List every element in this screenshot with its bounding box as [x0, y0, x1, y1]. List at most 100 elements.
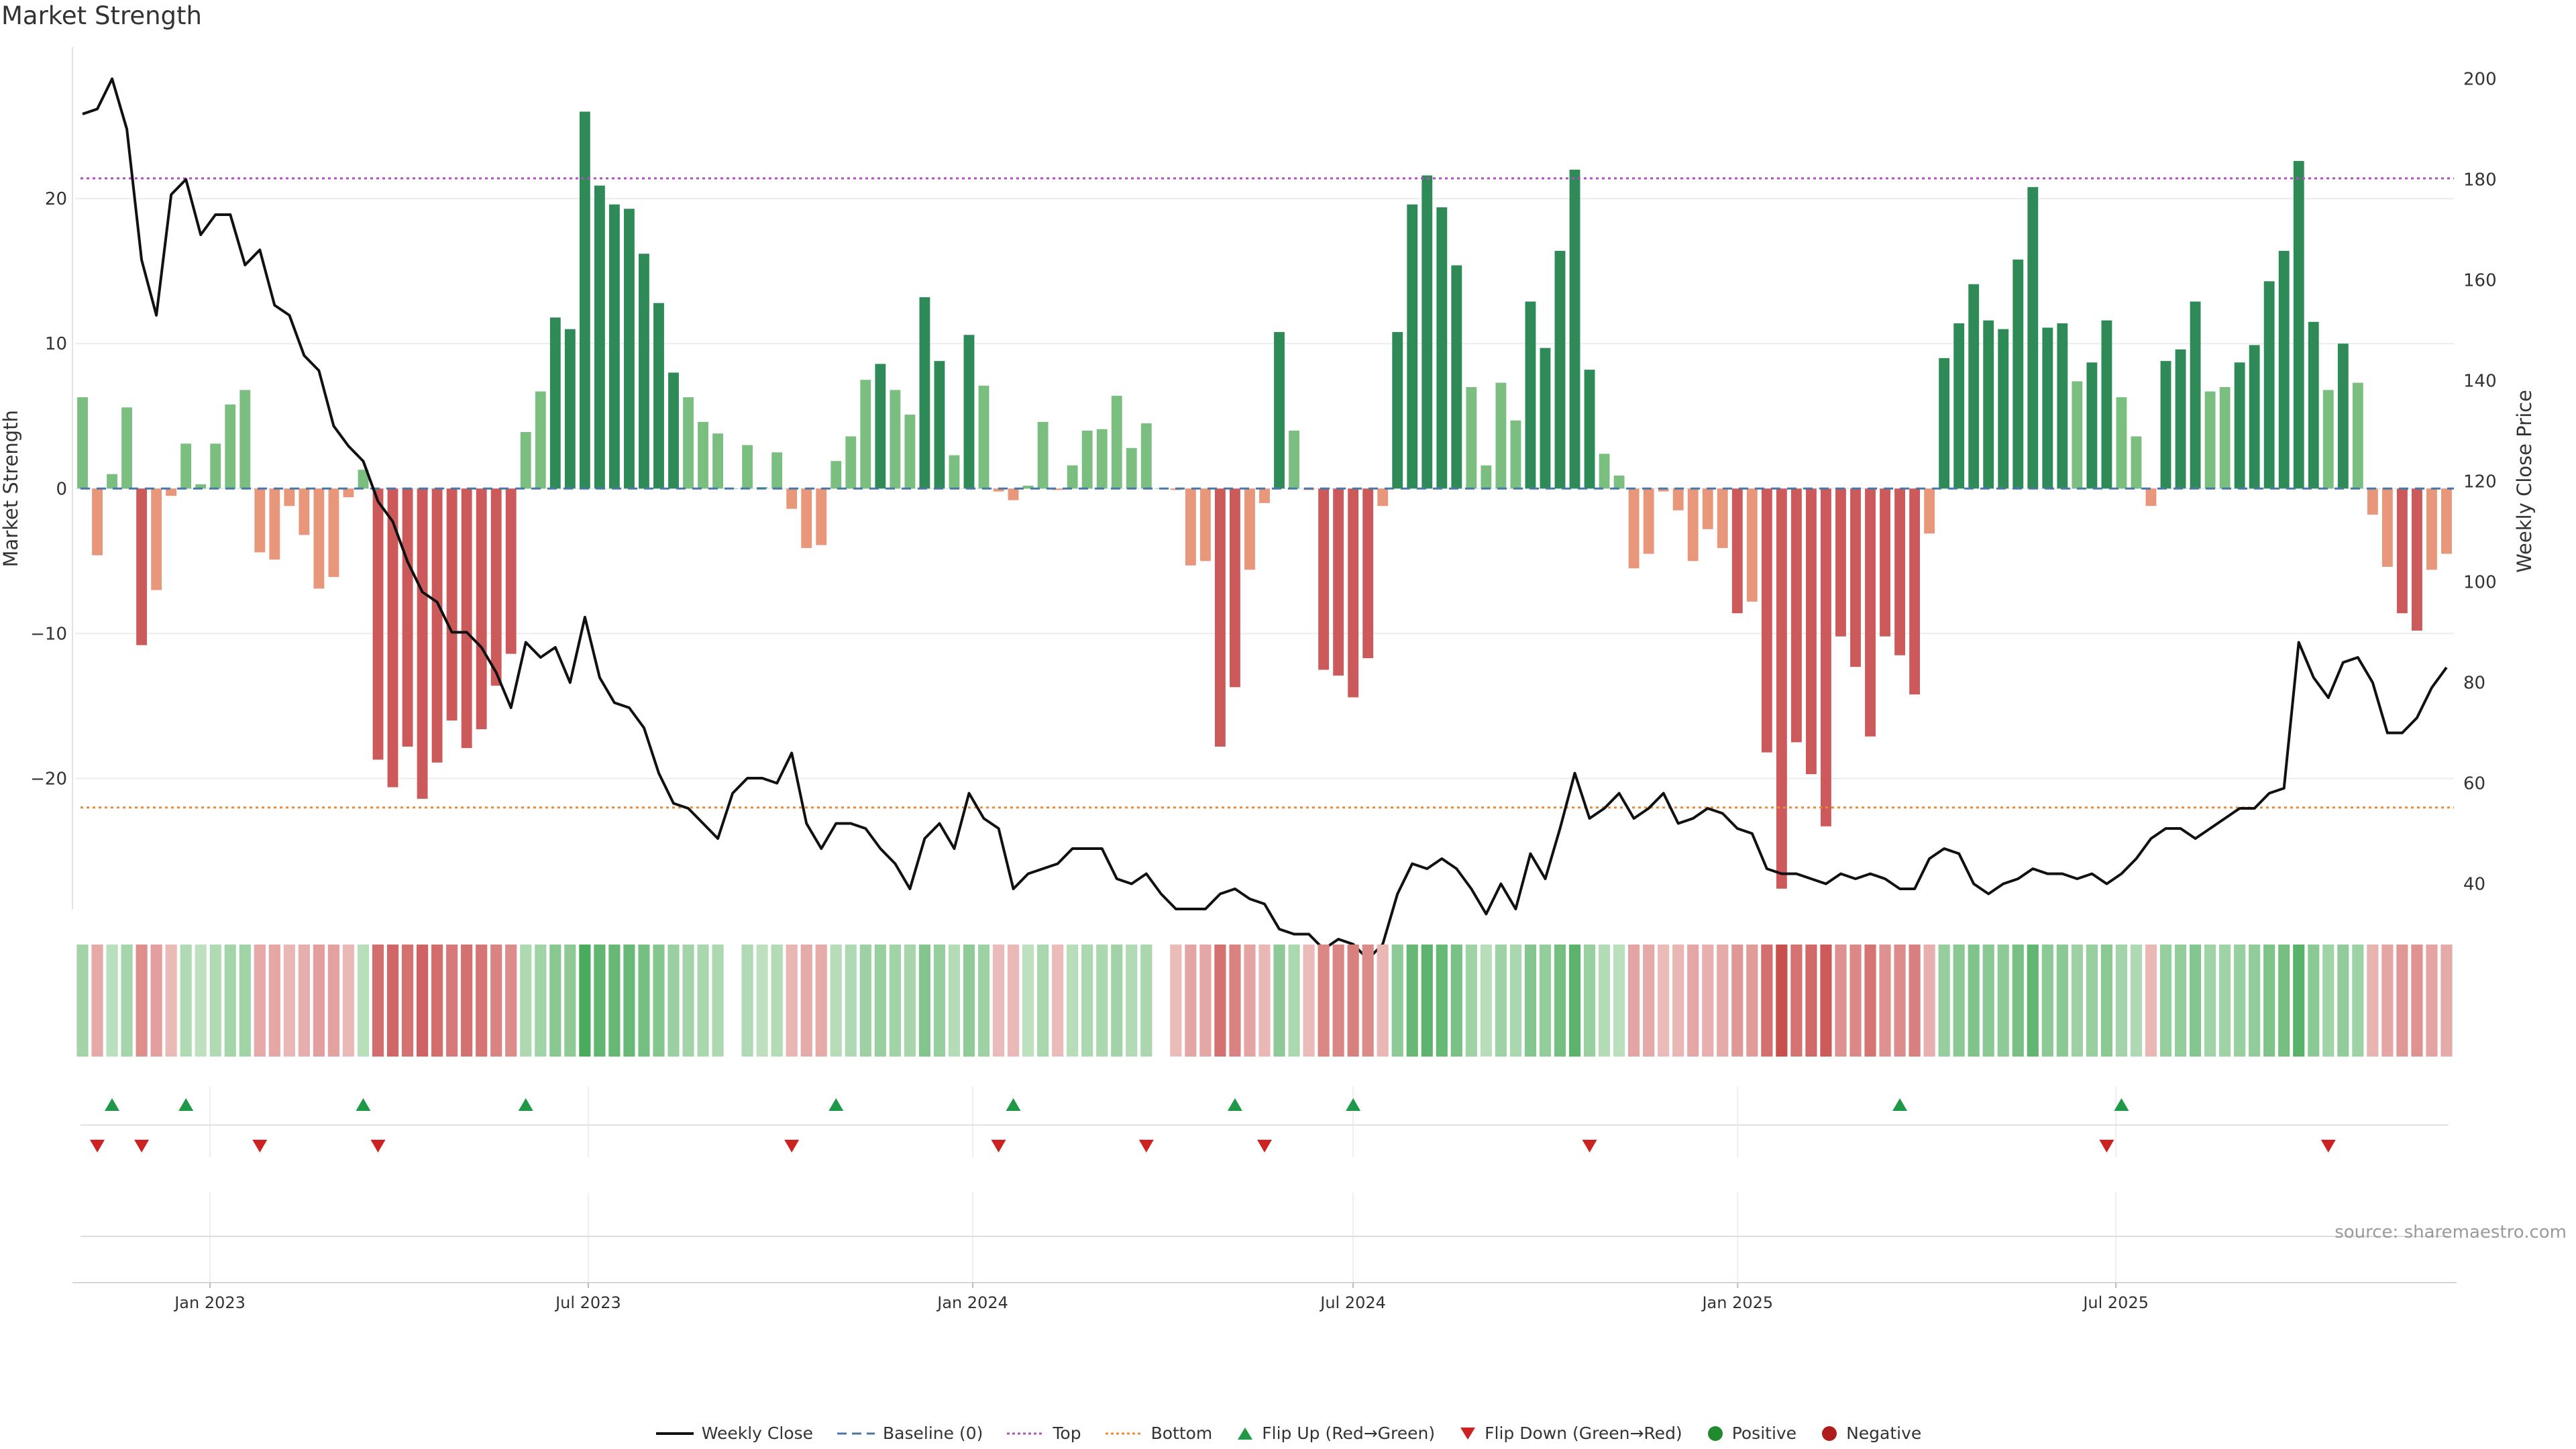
strength-bar: [239, 390, 251, 489]
strength-bar: [1776, 488, 1787, 889]
flip-down-marker: [991, 1140, 1006, 1152]
heatmap-cell: [1258, 945, 1271, 1057]
strength-bar: [2263, 281, 2275, 489]
heatmap-cell: [1052, 945, 1064, 1057]
heatmap-cell: [357, 945, 370, 1057]
heatmap-cell: [1199, 945, 1212, 1057]
flip-up-marker: [1006, 1098, 1021, 1111]
strength-bar: [1436, 207, 1448, 489]
strength-bar: [107, 474, 117, 489]
heatmap-cell: [1022, 945, 1034, 1057]
strength-bar: [2412, 488, 2422, 631]
heatmap-cell: [1790, 945, 1803, 1057]
heatmap-cell: [1554, 945, 1566, 1057]
flip-up-marker: [2114, 1098, 2129, 1111]
strength-bar: [1805, 488, 1817, 775]
heatmap-cell: [1879, 945, 1891, 1057]
strength-bar: [1244, 488, 1255, 570]
strength-bar: [2175, 349, 2186, 489]
strength-bar: [1953, 323, 1965, 489]
heatmap-cell: [859, 945, 871, 1057]
heatmap-cell: [1421, 945, 1433, 1057]
strength-bar: [845, 436, 857, 489]
legend-swatch: [1822, 1426, 1837, 1441]
strength-bar: [92, 488, 103, 555]
strength-bar: [1717, 488, 1728, 548]
x-tick-label: Jan 2024: [936, 1293, 1008, 1312]
heatmap-cell: [682, 945, 694, 1057]
heatmap-cell: [165, 945, 177, 1057]
heatmap-cell: [800, 945, 812, 1057]
heatmap-cell: [2234, 945, 2246, 1057]
heatmap-cell: [1776, 945, 1788, 1057]
heatmap-cell: [771, 945, 783, 1057]
legend-item: Positive: [1705, 1424, 1796, 1443]
strength-bar: [180, 443, 192, 489]
legend-swatch: [1105, 1432, 1143, 1434]
legend-item: Baseline (0): [836, 1424, 983, 1443]
strength-bar: [579, 111, 590, 489]
strength-bar: [1421, 175, 1433, 489]
heatmap-cell: [1170, 945, 1182, 1057]
heatmap-cell: [712, 945, 724, 1057]
heatmap-cell: [1687, 945, 1699, 1057]
strength-bar: [535, 391, 546, 489]
flip-down-marker: [1138, 1140, 1154, 1152]
heatmap-cell: [608, 945, 621, 1057]
strength-bar: [1569, 169, 1580, 489]
flip-down-marker: [1257, 1140, 1272, 1152]
heatmap-cell: [2352, 945, 2364, 1057]
strength-bar: [2367, 488, 2378, 515]
heatmap-cell: [667, 945, 680, 1057]
x-tick-label: Jul 2025: [2082, 1293, 2149, 1312]
heatmap-cell: [298, 945, 310, 1057]
strength-bar: [816, 488, 827, 545]
heatmap-cell: [1524, 945, 1537, 1057]
strength-bar: [225, 404, 236, 489]
strength-bar: [136, 488, 148, 645]
heatmap-cell: [992, 945, 1005, 1057]
heatmap-cell: [2189, 945, 2202, 1057]
heatmap-cell: [1805, 945, 1817, 1057]
heatmap-cell: [254, 945, 266, 1057]
heatmap-cell: [1613, 945, 1625, 1057]
strength-bar: [446, 488, 458, 721]
heatmap-cell: [2367, 945, 2379, 1057]
y2-tick-label: 60: [2463, 774, 2485, 794]
heatmap-cell: [342, 945, 355, 1057]
strength-bar: [1613, 475, 1625, 489]
heatmap-cell: [1583, 945, 1596, 1057]
heatmap-cell: [1347, 945, 1359, 1057]
flip-up-marker: [178, 1098, 194, 1111]
heatmap-cell: [180, 945, 192, 1057]
heatmap-cell: [1007, 945, 1020, 1057]
heatmap-cell: [2293, 945, 2305, 1057]
legend-swatch: [1007, 1432, 1045, 1434]
heatmap-cell: [786, 945, 798, 1057]
y-tick-label: −10: [30, 624, 67, 644]
flip-down-marker: [252, 1140, 268, 1152]
strength-bar: [2278, 250, 2290, 489]
heatmap-cell: [136, 945, 148, 1057]
heatmap-cell: [1081, 945, 1093, 1057]
flip-down-marker: [134, 1140, 150, 1152]
legend-swatch: [1238, 1427, 1253, 1440]
strength-bar: [963, 335, 975, 489]
strength-bar: [786, 488, 798, 509]
strength-bar: [1821, 488, 1831, 826]
strength-bar: [1628, 488, 1640, 569]
heatmap-cell: [2100, 945, 2113, 1057]
strength-bar: [1067, 465, 1078, 489]
strength-bar: [2057, 323, 2068, 489]
heatmap-cell: [106, 945, 118, 1057]
strength-bar: [476, 488, 487, 730]
heatmap-cell: [1406, 945, 1418, 1057]
heatmap-cell: [2086, 945, 2098, 1057]
heatmap-cell: [2219, 945, 2231, 1057]
heatmap-cell: [963, 945, 975, 1057]
heatmap-cell: [224, 945, 236, 1057]
heatmap-cell: [2159, 945, 2172, 1057]
strength-bar: [1746, 488, 1758, 602]
legend-item: Bottom: [1104, 1424, 1212, 1443]
strength-bar: [1333, 488, 1344, 676]
